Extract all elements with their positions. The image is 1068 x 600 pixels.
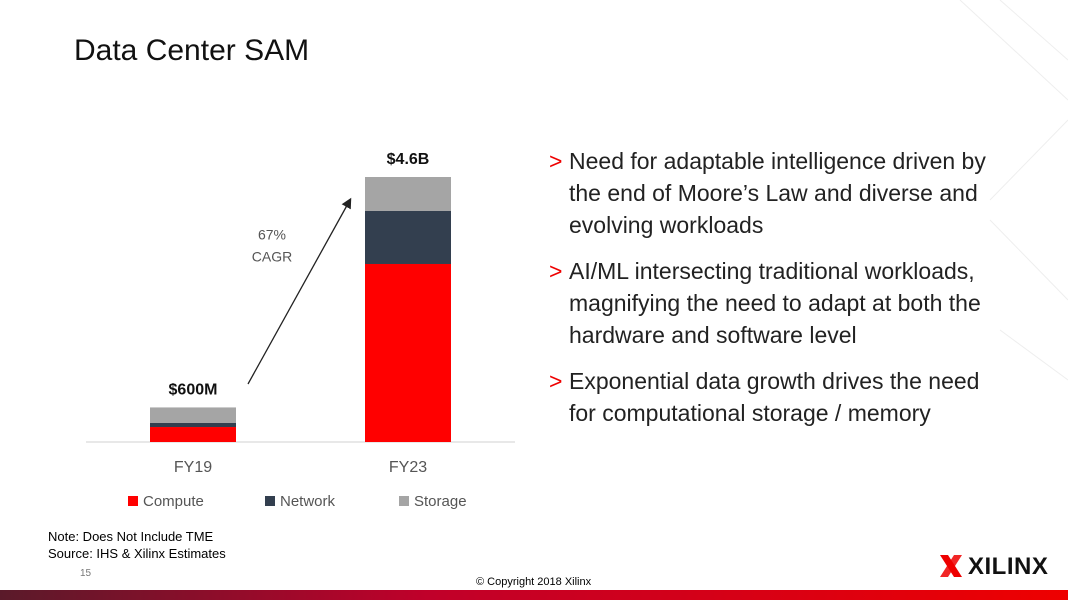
- slide-title: Data Center SAM: [74, 34, 310, 67]
- legend-label: Network: [280, 493, 336, 510]
- logo: XILINX: [968, 553, 1049, 580]
- bar-segment: [150, 427, 236, 442]
- bar-segment: [365, 210, 451, 264]
- legend-swatch: [265, 496, 275, 506]
- legend-label: Storage: [414, 493, 467, 510]
- bullet: > Need for adaptable intelligence driven …: [549, 145, 989, 241]
- bullet-marker: >: [549, 258, 563, 284]
- bullet-list: > Need for adaptable intelligence driven …: [549, 145, 989, 443]
- legend-swatch: [399, 496, 409, 506]
- note: Note: Does Not Include TME: [48, 529, 214, 544]
- bullet-marker: >: [549, 368, 563, 394]
- bullet-text: Exponential data growth drives the need …: [569, 368, 980, 426]
- note: Source: IHS & Xilinx Estimates: [48, 546, 226, 561]
- total-label: $600M: [169, 382, 218, 399]
- bullet-marker: >: [549, 148, 563, 174]
- total-label: $4.6B: [387, 151, 430, 168]
- annotation: 67%: [258, 227, 286, 243]
- cagr-arrow: [247, 197, 352, 385]
- annotation: CAGR: [252, 249, 292, 265]
- legend-swatch: [128, 496, 138, 506]
- copyright: © Copyright 2018 Xilinx: [476, 576, 592, 588]
- bullet: > Exponential data growth drives the need…: [549, 365, 989, 429]
- bullet-text: Need for adaptable intelligence driven b…: [569, 148, 986, 238]
- bar-segment: [365, 263, 451, 442]
- bar-segment: [365, 177, 451, 211]
- logo-icon: [940, 555, 962, 577]
- page-number: 15: [80, 568, 92, 579]
- legend-label: Compute: [143, 493, 204, 510]
- x-tick-label: FY23: [389, 459, 427, 476]
- notes: Note: Does Not Include TME Source: IHS &…: [48, 528, 226, 562]
- bar-segment: [150, 407, 236, 423]
- bar-segment: [150, 422, 236, 428]
- footer-bar: [0, 590, 1068, 600]
- x-tick-label: FY19: [174, 459, 212, 476]
- bullet: > AI/ML intersecting traditional workload…: [549, 255, 989, 351]
- bullet-text: AI/ML intersecting traditional workloads…: [569, 258, 981, 348]
